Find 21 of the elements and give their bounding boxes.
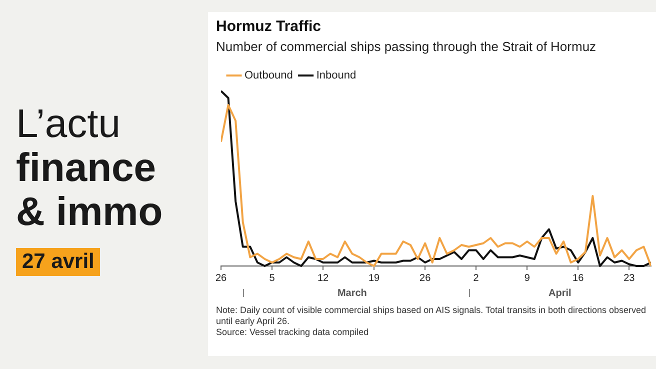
x-tick-label: 16 [572,272,584,284]
x-tick-label: 19 [368,272,380,284]
chart-title: Hormuz Traffic [216,18,322,35]
legend-label: Outbound [244,70,293,82]
x-tick-label: 12 [317,272,330,284]
text: March [337,288,367,299]
text: L’actu [16,102,121,146]
source-note: Source: Vessel tracking data compiled [216,327,370,338]
text: 27 avril [16,248,100,276]
text: & immo [16,190,163,234]
text: April [548,288,572,299]
x-tick-label: 5 [269,272,276,284]
x-tick-label: 9 [524,272,530,284]
x-tick-label: 26 [420,272,432,284]
x-tick-label: 26 [215,272,227,284]
x-tick-label: 23 [624,272,636,284]
chart-subtitle: Number of commercial ships passing through the Strait of Hormuz [216,39,596,54]
x-tick-label: 2 [473,272,480,284]
legend-label: Inbound [316,70,356,82]
text: Note: Daily count of visible commercial ships based on AIS signals. Total transits in both directions observed until early April 26. [216,305,648,327]
text: finance [16,146,156,190]
